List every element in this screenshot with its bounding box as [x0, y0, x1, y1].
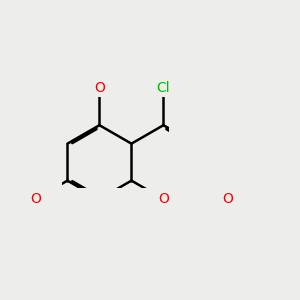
Text: O: O — [158, 192, 169, 206]
Text: O: O — [30, 192, 41, 206]
Text: O: O — [94, 81, 105, 95]
Text: Cl: Cl — [157, 81, 170, 95]
Text: O: O — [222, 192, 233, 206]
